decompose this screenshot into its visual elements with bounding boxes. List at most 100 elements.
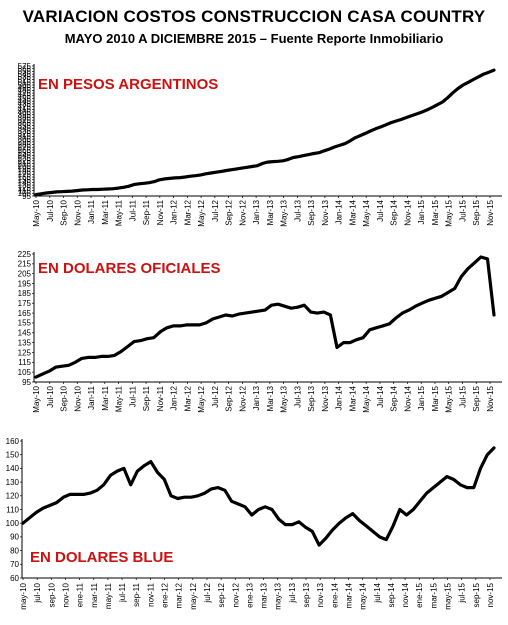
x-tick-label: nov-12 <box>231 582 240 607</box>
x-tick-label: may-15 <box>444 582 453 609</box>
x-tick-label: nov-15 <box>486 582 495 607</box>
y-tick-label: 575 <box>18 62 32 71</box>
y-tick-label: 415 <box>18 105 32 114</box>
y-tick-label: 185 <box>18 167 32 176</box>
y-tick-label: 175 <box>18 299 32 308</box>
y-tick-label: 105 <box>18 189 32 198</box>
x-tick-label: sep-13 <box>302 582 311 607</box>
y-tick-label: 245 <box>18 151 32 160</box>
x-tick-label: May-12 <box>197 385 206 412</box>
x-tick-label: Jul-14 <box>376 385 385 407</box>
x-tick-label: Mar-15 <box>431 199 440 225</box>
x-tick-label: May-10 <box>32 199 41 226</box>
x-tick-label: may-12 <box>189 582 198 609</box>
x-tick-label: Jul-15 <box>458 385 467 407</box>
y-tick-label: 545 <box>18 70 32 79</box>
y-tick-label: 405 <box>18 108 32 117</box>
y-tick-label: 495 <box>18 83 32 92</box>
y-tick-label: 435 <box>18 100 32 109</box>
x-tick-label: may-14 <box>359 582 368 609</box>
x-tick-label: ene-11 <box>76 582 85 607</box>
y-tick-label: 120 <box>6 492 20 501</box>
x-tick-label: Mar-13 <box>266 199 275 225</box>
x-tick-label: Nov-11 <box>156 199 165 225</box>
x-tick-label: mar-14 <box>344 582 353 608</box>
y-tick-label: 225 <box>18 250 32 259</box>
y-tick-label: 295 <box>18 138 32 147</box>
y-tick-label: 205 <box>18 269 32 278</box>
y-tick-label: 345 <box>18 124 32 133</box>
x-tick-label: Nov-10 <box>73 199 82 225</box>
y-tick-label: 215 <box>18 260 32 269</box>
y-tick-label: 265 <box>18 146 32 155</box>
x-tick-label: Nov-14 <box>403 199 412 225</box>
x-tick-label: Jan-15 <box>417 385 426 410</box>
chart-subtitle: MAYO 2010 A DICIEMBRE 2015 – Fuente Repo… <box>64 31 444 46</box>
x-tick-label: May-15 <box>445 385 454 412</box>
x-tick-label: Jul-10 <box>46 385 55 407</box>
y-tick-label: 445 <box>18 97 32 106</box>
x-tick-label: Jul-11 <box>128 199 137 221</box>
x-tick-label: sep-10 <box>47 582 56 607</box>
x-tick-label: Jan-12 <box>170 199 179 224</box>
y-tick-label: 160 <box>6 437 20 446</box>
x-tick-label: may-10 <box>19 582 28 609</box>
y-tick-label: 130 <box>6 478 20 487</box>
y-tick-label: 195 <box>18 279 32 288</box>
x-tick-label: mar-13 <box>260 582 269 608</box>
x-tick-label: Jan-13 <box>252 385 261 410</box>
x-tick-label: sep-11 <box>132 582 141 606</box>
x-tick-label: Jul-12 <box>211 199 220 221</box>
x-tick-label: Sep-13 <box>307 199 316 225</box>
y-tick-label: 95 <box>22 378 31 387</box>
series-line <box>34 68 496 197</box>
y-tick-label: 145 <box>18 178 32 187</box>
y-tick-label: 185 <box>18 289 32 298</box>
x-tick-label: jul-15 <box>458 582 467 603</box>
x-tick-label: Nov-13 <box>321 385 330 411</box>
y-tick-label: 235 <box>18 154 32 163</box>
y-tick-label: 70 <box>10 560 19 569</box>
y-tick-label: 385 <box>18 113 32 122</box>
panel-label: EN DOLARES OFICIALES <box>38 260 221 277</box>
y-tick-label: 355 <box>18 121 32 130</box>
y-tick-label: 325 <box>18 130 32 139</box>
y-tick-label: 535 <box>18 73 32 82</box>
x-tick-label: nov-11 <box>146 582 155 606</box>
y-tick-label: 150 <box>6 451 20 460</box>
x-tick-label: May-15 <box>445 199 454 226</box>
x-tick-label: nov-13 <box>316 582 325 607</box>
y-tick-label: 105 <box>18 368 32 377</box>
panel-label: EN PESOS ARGENTINOS <box>38 76 218 93</box>
x-tick-label: Jan-14 <box>335 385 344 410</box>
y-tick-label: 525 <box>18 75 32 84</box>
x-tick-label: Nov-12 <box>238 385 247 411</box>
x-tick-label: nov-14 <box>401 582 410 607</box>
x-tick-label: mar-15 <box>429 582 438 608</box>
y-tick-label: 285 <box>18 140 32 149</box>
y-tick-label: 485 <box>18 86 32 95</box>
x-tick-label: sep-12 <box>217 582 226 607</box>
y-tick-label: 455 <box>18 94 32 103</box>
x-tick-label: Jan-11 <box>87 385 96 409</box>
x-tick-label: ene-15 <box>415 582 424 607</box>
x-tick-label: may-11 <box>104 582 113 609</box>
y-tick-label: 115 <box>18 358 31 367</box>
x-tick-label: Nov-11 <box>156 385 165 411</box>
x-tick-label: Sep-10 <box>60 385 69 411</box>
y-tick-label: 165 <box>18 173 32 182</box>
y-tick-label: 315 <box>18 132 32 141</box>
x-tick-label: Jan-13 <box>252 199 261 224</box>
y-tick-label: 565 <box>18 65 32 74</box>
x-tick-label: Nov-13 <box>321 199 330 225</box>
y-tick-label: 465 <box>18 92 32 101</box>
chart-title: VARIACION COSTOS CONSTRUCCION CASA COUNT… <box>22 7 486 26</box>
x-tick-label: Sep-10 <box>60 199 69 225</box>
x-tick-label: Mar-12 <box>183 199 192 225</box>
y-tick-label: 215 <box>18 159 32 168</box>
x-tick-label: Nov-10 <box>73 385 82 411</box>
y-tick-label: 305 <box>18 135 32 144</box>
x-tick-label: May-14 <box>362 199 371 226</box>
x-tick-label: May-13 <box>280 199 289 226</box>
